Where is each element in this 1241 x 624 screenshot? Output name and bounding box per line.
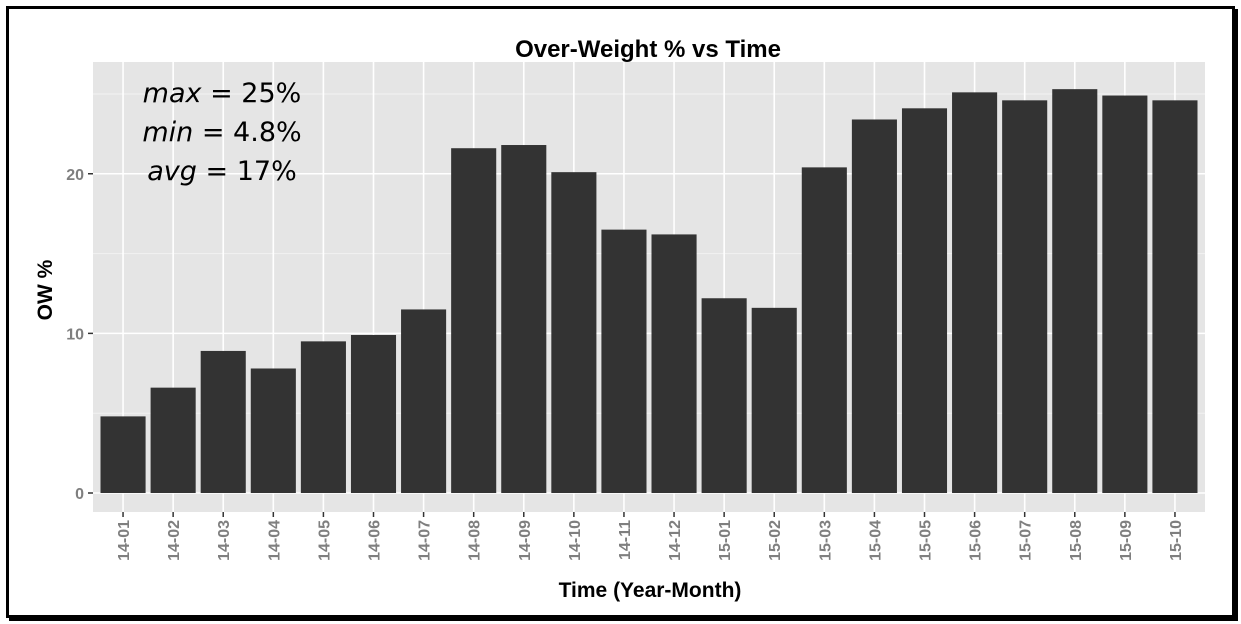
x-tick-label: 14-04	[266, 520, 283, 561]
y-axis-title: OW %	[34, 259, 57, 320]
bar-15-07	[1002, 100, 1048, 493]
x-tick-label: 15-03	[817, 520, 834, 561]
x-tick-label: 15-06	[968, 520, 985, 561]
chart-title: Over-Weight % vs Time	[515, 36, 781, 63]
bar-14-01	[100, 416, 146, 493]
bar-14-02	[150, 387, 196, 493]
stats-annotations: max = 25% min = 4.8% avg = 17%	[142, 78, 301, 187]
x-axis-ticks: 14-01 14-02 14-03 14-04 14-05 14-06 14-07 14-08…	[116, 512, 1185, 561]
y-tick-label: 10	[66, 326, 84, 343]
x-tick-label: 14-03	[216, 520, 233, 561]
bar-14-08	[451, 148, 497, 493]
bar-14-11	[601, 229, 647, 494]
x-tick-label: 14-10	[567, 520, 584, 561]
bar-14-12	[651, 234, 697, 493]
bar-14-09	[501, 145, 547, 493]
bar-15-10	[1152, 100, 1198, 493]
x-tick-label: 14-01	[116, 520, 133, 561]
bar-15-05	[901, 108, 948, 493]
y-tick-label: 20	[66, 167, 84, 184]
x-tick-label: 15-08	[1068, 520, 1085, 561]
bar-14-05	[300, 341, 346, 493]
bar-14-10	[551, 172, 597, 493]
bar-15-08	[1052, 89, 1098, 493]
bars	[100, 89, 1198, 494]
bar-15-03	[801, 167, 847, 493]
x-tick-label: 14-11	[617, 520, 634, 560]
bar-14-07	[401, 309, 447, 493]
bar-15-06	[952, 92, 998, 493]
x-tick-label: 15-02	[767, 520, 784, 561]
y-tick-label: 0	[75, 486, 84, 503]
x-tick-label: 15-07	[1018, 520, 1035, 561]
bar-15-04	[851, 119, 897, 493]
bar-14-06	[350, 334, 397, 493]
x-tick-label: 14-02	[166, 520, 183, 561]
bar-15-02	[751, 307, 797, 493]
x-tick-label: 15-09	[1118, 520, 1135, 561]
x-tick-label: 15-05	[918, 520, 935, 561]
annotation-max: max = 25%	[143, 78, 302, 109]
x-axis-title: Time (Year-Month)	[559, 579, 742, 602]
annotation-min: min = 4.8%	[142, 117, 301, 148]
bar-14-03	[200, 350, 246, 493]
x-tick-label: 15-10	[1168, 520, 1185, 561]
x-tick-label: 14-12	[667, 520, 684, 561]
bar-15-09	[1102, 95, 1148, 494]
x-tick-label: 14-08	[467, 520, 484, 561]
x-tick-label: 14-07	[417, 520, 434, 561]
y-axis-ticks: 0 10 20	[66, 167, 93, 503]
x-tick-label: 14-09	[517, 520, 534, 561]
x-tick-label: 15-04	[867, 520, 884, 561]
bar-14-04	[250, 368, 296, 493]
x-tick-label: 14-05	[316, 520, 333, 561]
x-tick-label: 14-06	[367, 520, 384, 561]
annotation-avg: avg = 17%	[147, 156, 296, 187]
bar-15-01	[701, 298, 747, 493]
x-tick-label: 15-01	[717, 520, 734, 561]
